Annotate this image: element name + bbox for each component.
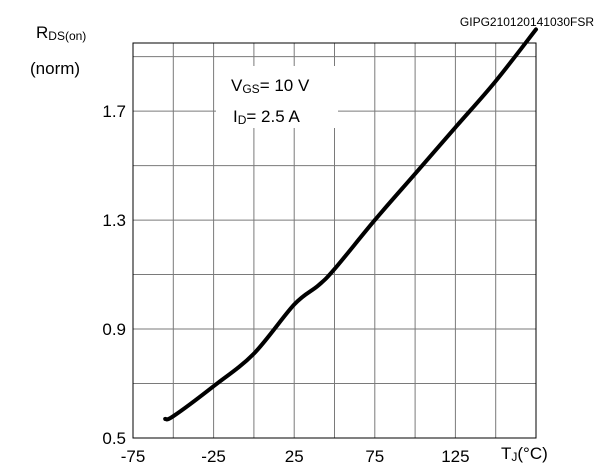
x-tick-labels: -75 -25 25 75 125 [121,447,470,466]
grid-lines [133,43,536,438]
plot-frame [132,42,537,439]
x-axis-label: TJ(°C) [501,444,548,464]
annotation-box [216,66,338,128]
y-tick-labels: 0.5 0.9 1.3 1.7 [102,102,126,448]
annotation-id: ID= 2.5 A [233,107,300,127]
series-layer [163,27,538,422]
figure-code: GIPG210120141030FSR [460,15,594,29]
series-line [163,27,538,422]
x-tick-label: -75 [121,447,146,466]
y-tick-label: 1.3 [102,211,126,230]
annotation-vgs: VGS= 10 V [231,76,310,96]
x-tick-label: 75 [365,447,384,466]
x-tick-label: 25 [285,447,304,466]
y-tick-label: 0.9 [102,320,126,339]
y-tick-label: 1.7 [102,102,126,121]
y-tick-label: 0.5 [102,429,126,448]
x-tick-label: -25 [201,447,226,466]
y-axis-label: RDS(on) [36,23,86,43]
y-axis-unit: (norm) [30,59,80,78]
x-tick-label: 125 [441,447,469,466]
